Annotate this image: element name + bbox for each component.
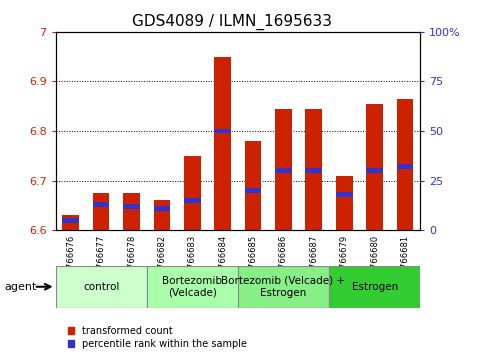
- Legend: transformed count, percentile rank within the sample: transformed count, percentile rank withi…: [68, 326, 247, 349]
- Bar: [154, 206, 170, 211]
- Bar: [245, 141, 261, 230]
- Bar: [245, 188, 261, 193]
- Bar: [329, 266, 420, 308]
- Bar: [238, 266, 329, 308]
- Bar: [397, 99, 413, 230]
- Bar: [123, 193, 140, 230]
- Text: agent: agent: [5, 282, 37, 292]
- Bar: [62, 215, 79, 230]
- Bar: [336, 176, 353, 230]
- Bar: [397, 164, 413, 169]
- Bar: [123, 204, 140, 209]
- Bar: [366, 168, 383, 173]
- Bar: [184, 156, 200, 230]
- Bar: [62, 218, 79, 223]
- Bar: [336, 192, 353, 197]
- Bar: [214, 57, 231, 230]
- Bar: [214, 129, 231, 133]
- Bar: [366, 104, 383, 230]
- Bar: [275, 109, 292, 230]
- Text: control: control: [83, 282, 119, 292]
- Text: GDS4089 / ILMN_1695633: GDS4089 / ILMN_1695633: [132, 14, 332, 30]
- Text: Bortezomib (Velcade) +
Estrogen: Bortezomib (Velcade) + Estrogen: [222, 276, 345, 298]
- Text: Bortezomib
(Velcade): Bortezomib (Velcade): [162, 276, 222, 298]
- Bar: [184, 198, 200, 203]
- Bar: [305, 168, 322, 173]
- Bar: [93, 202, 110, 207]
- Bar: [56, 266, 147, 308]
- Bar: [305, 109, 322, 230]
- Bar: [154, 200, 170, 230]
- Bar: [147, 266, 238, 308]
- Bar: [275, 168, 292, 173]
- Bar: [93, 193, 110, 230]
- Text: Estrogen: Estrogen: [352, 282, 398, 292]
